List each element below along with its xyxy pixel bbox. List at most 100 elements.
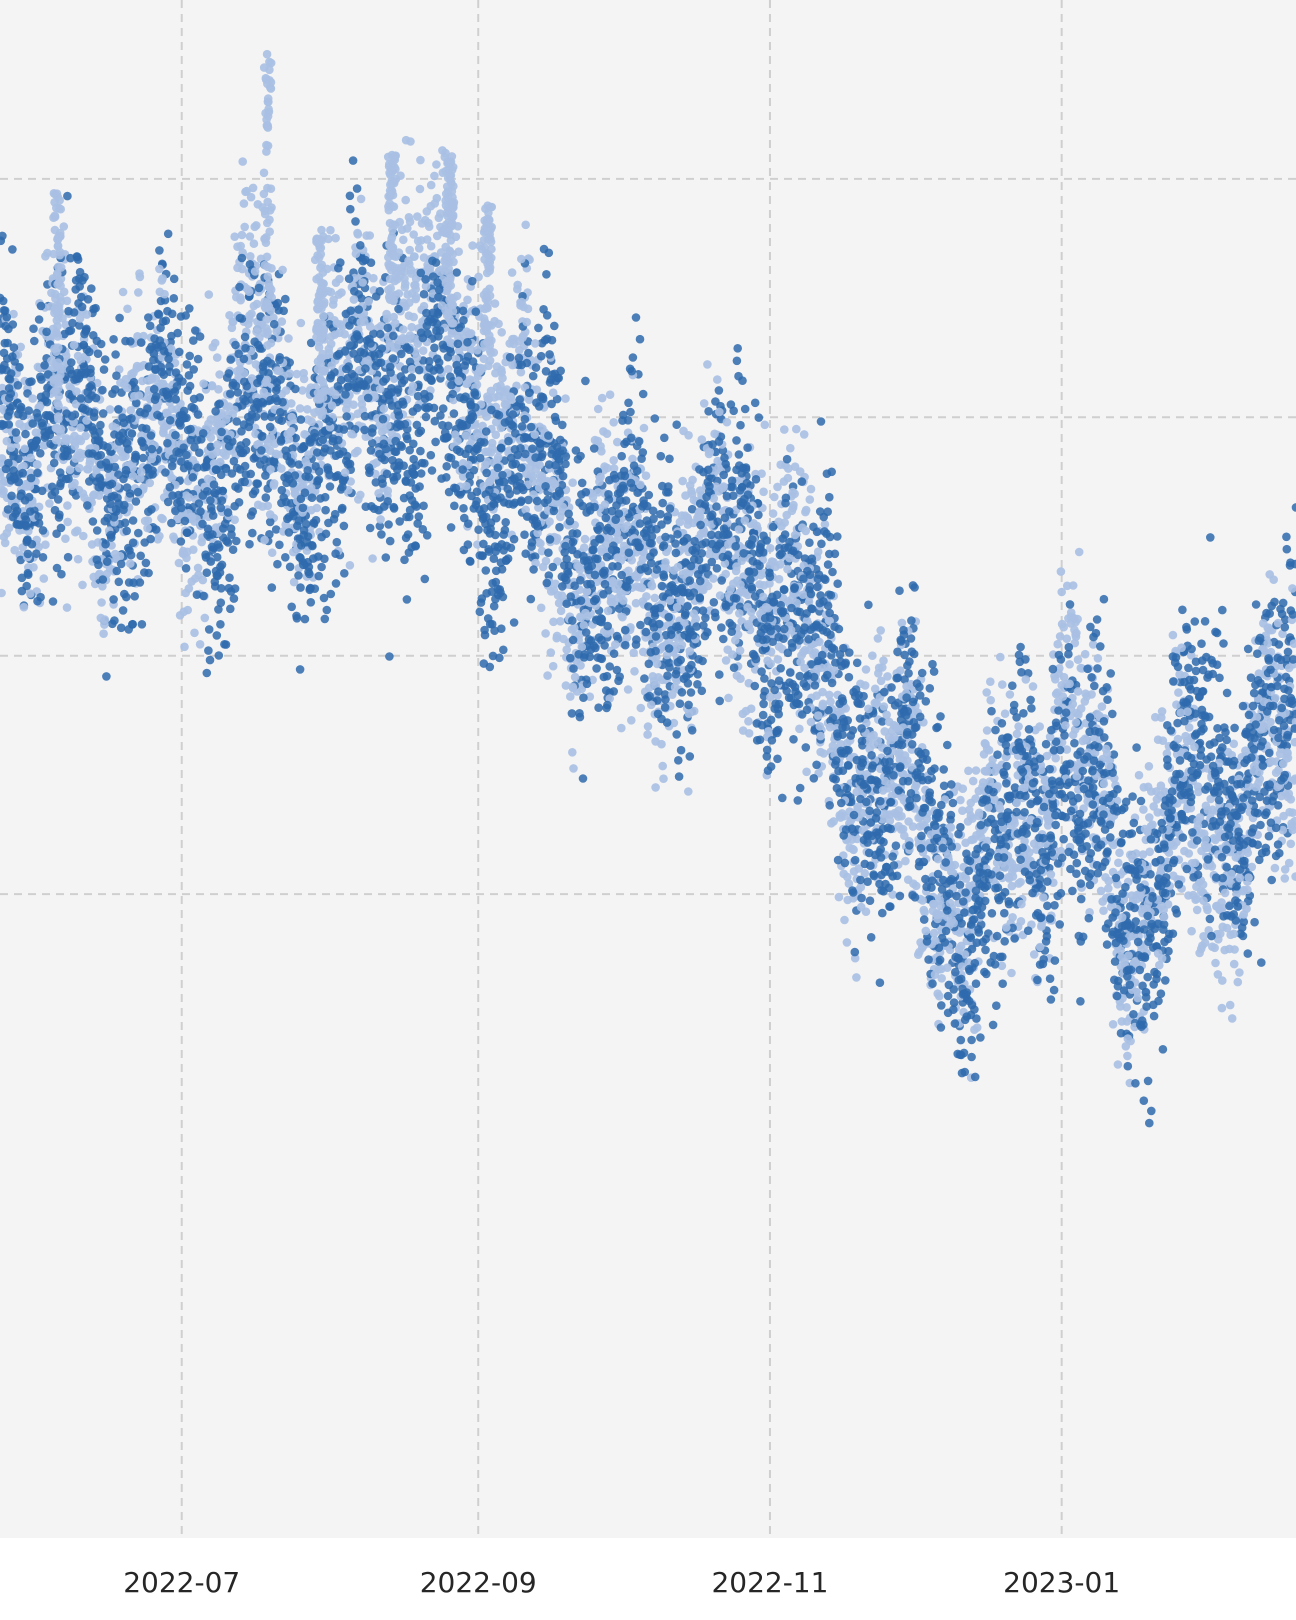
data-point <box>93 349 103 359</box>
data-point <box>669 718 679 728</box>
data-point <box>1070 738 1079 748</box>
data-point <box>16 342 26 352</box>
data-point <box>250 267 260 276</box>
data-point <box>558 420 567 430</box>
data-point <box>358 266 367 276</box>
data-point <box>236 241 245 251</box>
data-point <box>298 386 307 395</box>
data-point <box>797 477 807 486</box>
data-point <box>970 1072 980 1082</box>
data-point <box>1187 644 1196 654</box>
data-point <box>500 525 510 535</box>
data-point <box>420 574 430 584</box>
data-point <box>34 542 43 552</box>
data-point <box>782 686 791 696</box>
data-point <box>751 475 761 484</box>
data-point <box>285 369 295 378</box>
data-point <box>193 563 203 573</box>
data-point <box>1190 617 1200 626</box>
data-point <box>245 311 254 320</box>
data-point <box>827 678 837 688</box>
data-point <box>269 479 279 488</box>
data-point <box>34 519 44 528</box>
data-point <box>204 290 214 299</box>
data-point <box>151 525 161 534</box>
data-point <box>1200 938 1210 948</box>
data-point <box>917 668 927 678</box>
data-point <box>646 558 656 568</box>
data-point <box>210 338 220 348</box>
data-point <box>411 294 421 304</box>
data-point <box>356 490 365 500</box>
data-point <box>883 672 892 681</box>
data-point <box>597 447 606 456</box>
data-point <box>1024 725 1034 734</box>
data-point <box>546 648 556 657</box>
data-point <box>369 329 378 339</box>
data-point <box>1168 929 1178 938</box>
data-point <box>287 412 297 422</box>
data-point <box>760 686 770 696</box>
data-point <box>1000 709 1010 718</box>
data-point <box>964 766 973 776</box>
data-point <box>548 661 558 671</box>
data-point <box>1065 660 1074 669</box>
data-point <box>754 413 764 422</box>
data-point <box>1164 946 1173 956</box>
data-point <box>1219 639 1228 648</box>
data-point <box>143 523 152 533</box>
data-point <box>36 449 45 458</box>
data-point <box>212 447 222 457</box>
data-point <box>381 553 391 562</box>
data-point <box>1010 934 1019 943</box>
data-point <box>65 465 75 475</box>
data-point <box>265 517 275 527</box>
data-point <box>1139 805 1148 814</box>
data-point <box>184 371 194 380</box>
data-point <box>31 428 41 437</box>
data-point <box>1042 751 1052 761</box>
data-point <box>1182 625 1192 634</box>
data-point <box>321 529 331 539</box>
data-point <box>1114 858 1123 868</box>
data-point <box>1028 682 1038 691</box>
data-point <box>1059 834 1068 844</box>
data-point <box>225 573 234 582</box>
data-point <box>1016 877 1025 887</box>
data-point <box>122 383 132 393</box>
data-point <box>1074 547 1084 557</box>
data-point <box>1080 649 1090 659</box>
data-point <box>431 437 440 447</box>
data-point <box>414 244 424 253</box>
data-point <box>346 204 355 214</box>
data-point <box>38 553 48 562</box>
data-point <box>651 783 660 792</box>
data-point <box>409 312 419 322</box>
data-point <box>649 514 658 524</box>
data-point <box>273 559 282 569</box>
data-point <box>760 420 770 430</box>
data-point <box>1194 787 1203 797</box>
data-point <box>762 752 772 761</box>
data-point <box>338 503 347 513</box>
data-point <box>6 443 16 452</box>
data-point <box>69 340 79 350</box>
data-point <box>73 554 83 564</box>
data-point <box>1005 690 1015 699</box>
data-point <box>672 420 681 430</box>
data-point <box>1021 655 1030 664</box>
data-point <box>568 478 577 488</box>
data-point <box>516 367 526 377</box>
data-point <box>695 576 705 586</box>
data-point <box>230 232 239 241</box>
data-point <box>986 677 995 686</box>
data-point <box>850 855 860 865</box>
data-point <box>109 595 118 604</box>
data-point <box>1019 709 1028 718</box>
data-point <box>340 329 350 339</box>
data-point <box>635 334 645 344</box>
data-point <box>296 415 306 424</box>
data-point <box>296 318 306 328</box>
data-point <box>466 557 475 566</box>
data-point <box>759 487 768 497</box>
